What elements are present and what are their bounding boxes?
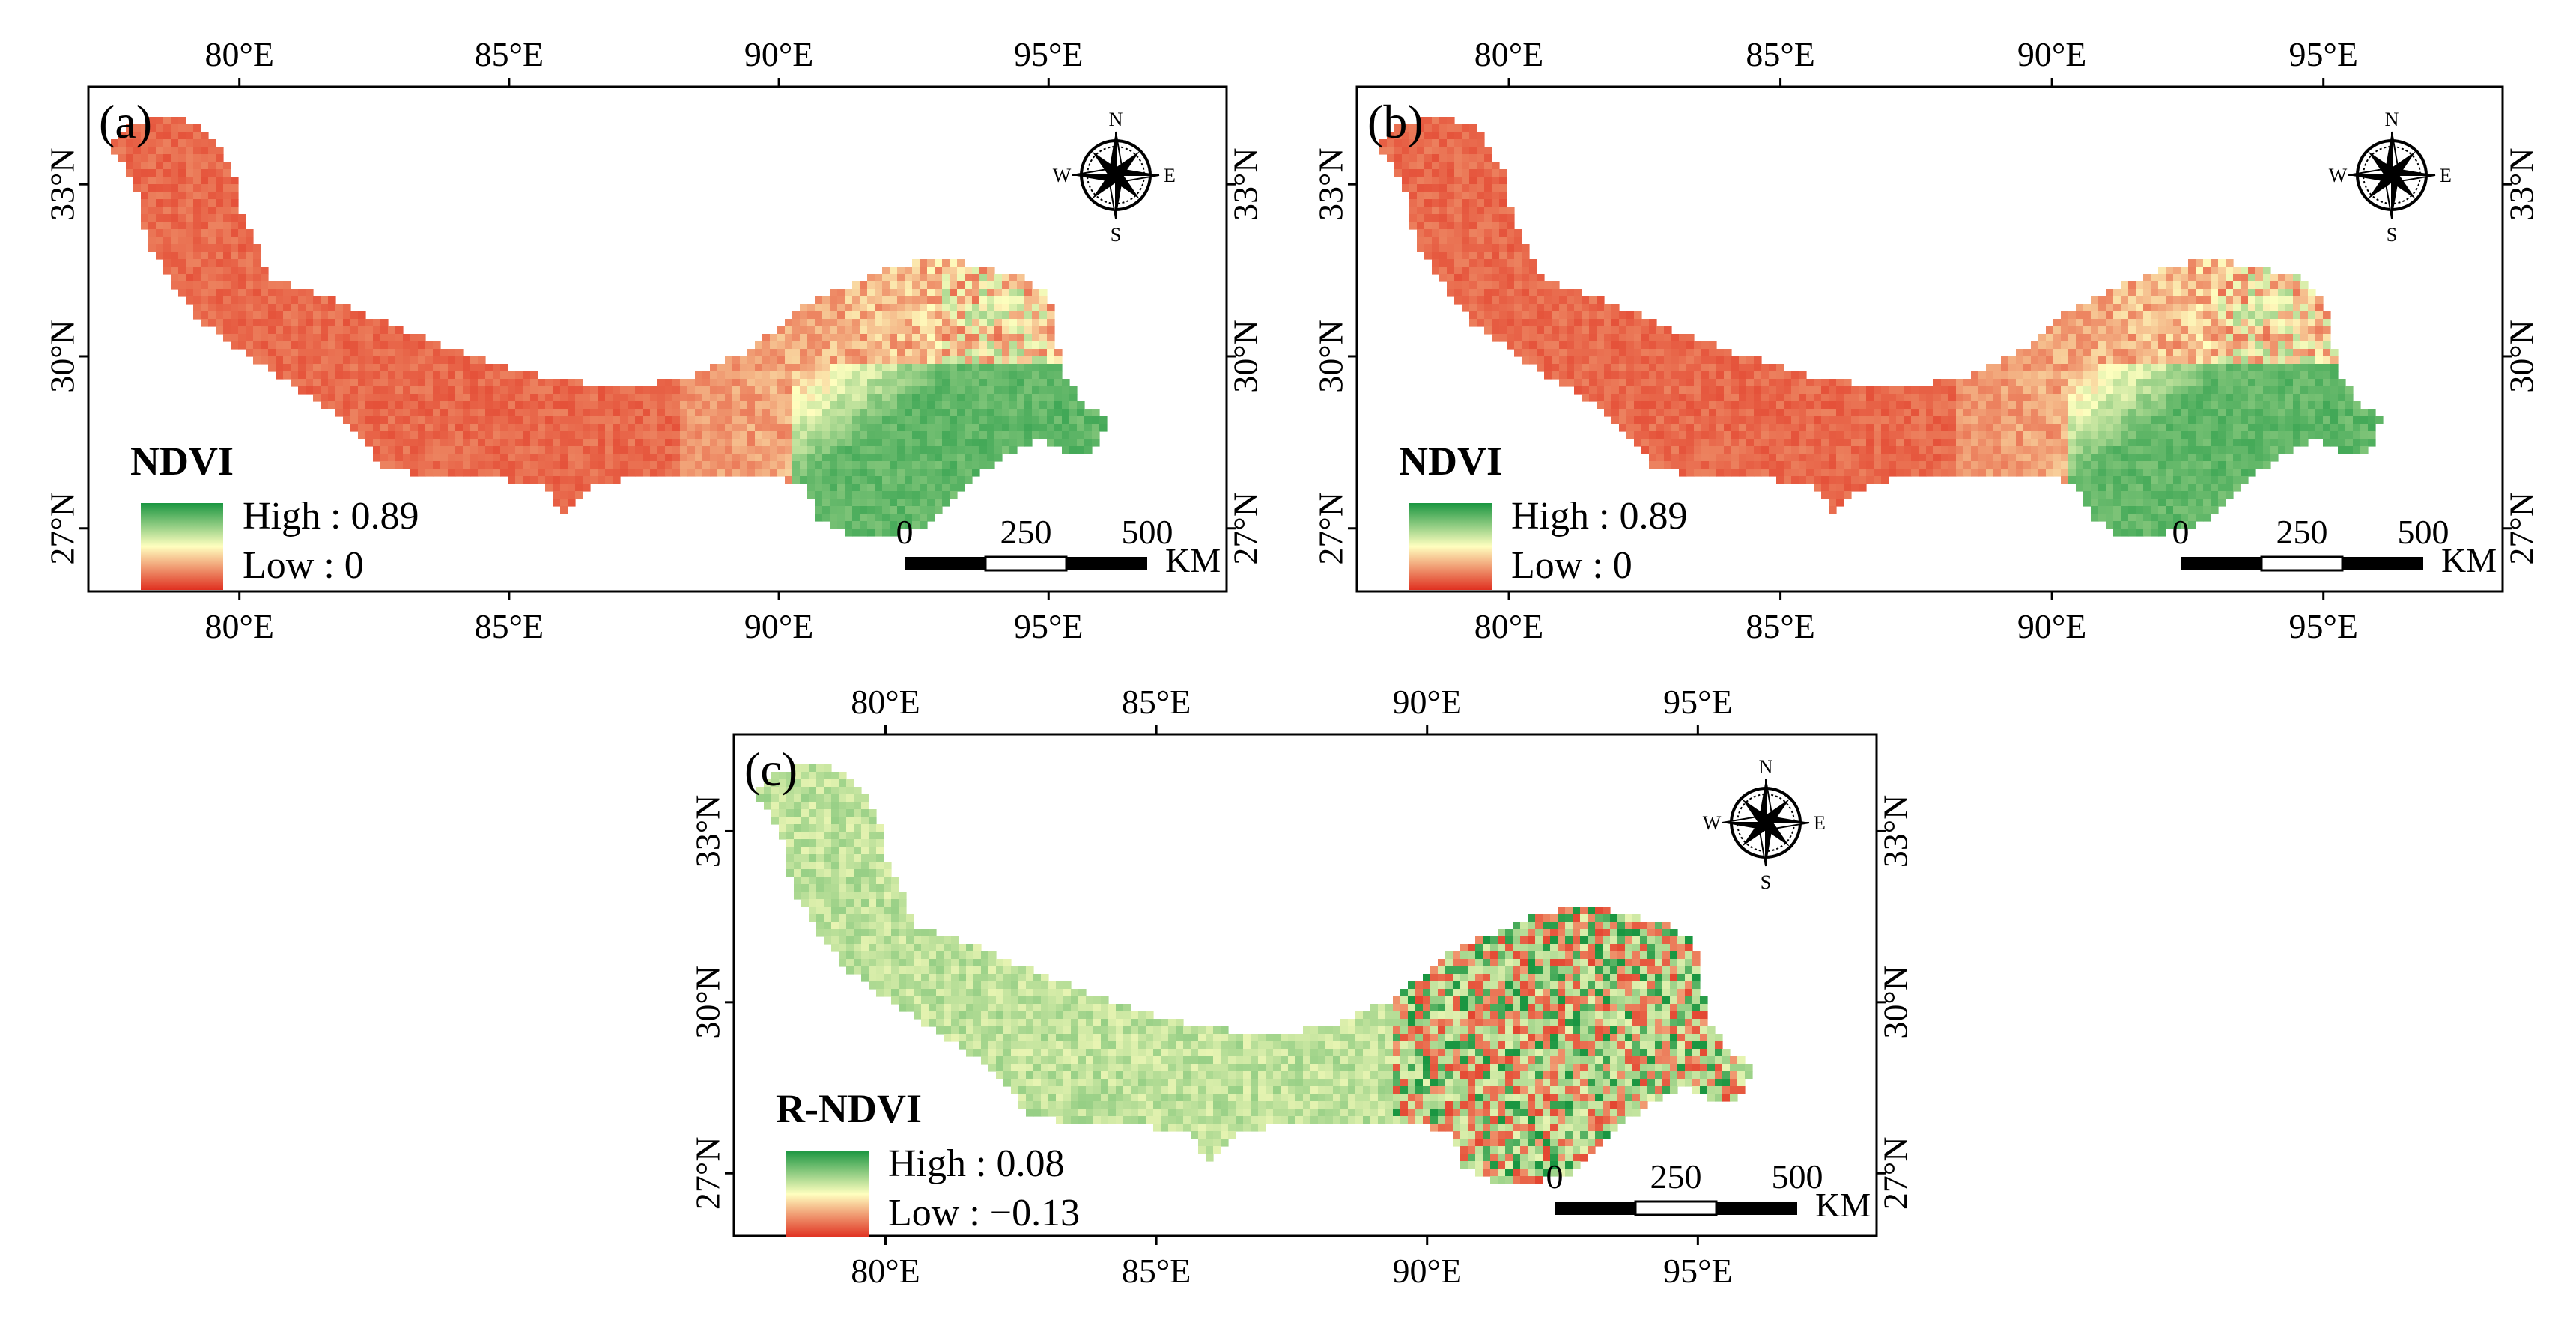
legend-color-ramp xyxy=(141,503,223,590)
lon-label-top: 90°E xyxy=(2017,35,2087,73)
lat-label-left: 33°N xyxy=(1312,147,1350,221)
lon-label-bottom: 95°E xyxy=(2288,607,2358,645)
scale-seg-2 xyxy=(2261,557,2342,570)
legend-low-label: Low : 0 xyxy=(243,544,364,587)
panel-label: (c) xyxy=(744,743,798,796)
compass-w: W xyxy=(1703,812,1722,834)
lat-label-right: 30°N xyxy=(1877,966,1915,1039)
scale-unit: KM xyxy=(1815,1186,1871,1224)
lon-label-top: 80°E xyxy=(1474,35,1544,73)
lon-label-top: 95°E xyxy=(1663,683,1733,721)
scale-tick-label: 0 xyxy=(1546,1157,1564,1196)
lat-label-left: 33°N xyxy=(689,795,727,868)
lat-label-left: 33°N xyxy=(43,147,82,221)
lon-label-bottom: 85°E xyxy=(1746,607,1815,645)
lon-label-top: 80°E xyxy=(851,683,920,721)
lat-label-left: 30°N xyxy=(1312,320,1350,393)
lat-label-right: 33°N xyxy=(1227,147,1265,221)
legend-color-ramp xyxy=(786,1151,869,1237)
panel-label: (a) xyxy=(99,95,152,148)
compass-w: W xyxy=(2329,165,2348,186)
compass-s: S xyxy=(2387,224,2397,246)
scale-unit: KM xyxy=(1165,541,1221,579)
lat-label-left: 27°N xyxy=(689,1136,727,1210)
scale-seg-3 xyxy=(1716,1202,1797,1215)
scale-tick-label: 250 xyxy=(2276,513,2328,551)
lon-label-bottom: 85°E xyxy=(475,607,544,645)
scale-seg-2 xyxy=(985,557,1066,570)
scale-seg-1 xyxy=(905,557,985,570)
lon-label-top: 90°E xyxy=(744,35,814,73)
lat-label-left: 30°N xyxy=(689,966,727,1039)
compass-e: E xyxy=(1814,812,1826,834)
scale-unit: KM xyxy=(2441,541,2497,579)
map-panel-b: (b) 80°E 80°E 85°E 85°E 90°E 90°E 95°E 95°E 27°N 2… xyxy=(1312,35,2541,645)
compass-n: N xyxy=(1759,756,1773,778)
legend-high-label: High : 0.89 xyxy=(1511,495,1687,537)
lon-label-top: 90°E xyxy=(1392,683,1462,721)
legend-title: NDVI xyxy=(130,439,234,484)
panel-label: (b) xyxy=(1367,95,1424,148)
lat-label-right: 27°N xyxy=(1877,1136,1915,1210)
lon-label-bottom: 80°E xyxy=(204,607,274,645)
compass-n: N xyxy=(1109,109,1123,130)
scale-seg-1 xyxy=(2181,557,2261,570)
lat-label-right: 30°N xyxy=(1227,320,1265,393)
lon-label-bottom: 95°E xyxy=(1663,1252,1733,1290)
lon-label-bottom: 90°E xyxy=(2017,607,2087,645)
scale-tick-label: 0 xyxy=(896,513,914,551)
legend-color-ramp xyxy=(1409,503,1492,590)
lat-label-right: 27°N xyxy=(1227,492,1265,565)
lon-label-bottom: 80°E xyxy=(1474,607,1544,645)
lon-label-top: 80°E xyxy=(204,35,274,73)
scale-seg-3 xyxy=(1066,557,1147,570)
compass-w: W xyxy=(1053,165,1072,186)
compass-e: E xyxy=(1164,165,1176,186)
lat-label-right: 33°N xyxy=(2503,147,2541,221)
legend-low-label: Low : −0.13 xyxy=(888,1192,1080,1234)
lat-label-right: 30°N xyxy=(2503,320,2541,393)
lon-label-bottom: 95°E xyxy=(1014,607,1084,645)
legend-high-label: High : 0.08 xyxy=(888,1142,1064,1185)
scale-tick-label: 0 xyxy=(2172,513,2190,551)
lon-label-top: 85°E xyxy=(1122,683,1191,721)
lat-label-left: 30°N xyxy=(43,320,82,393)
lon-label-top: 95°E xyxy=(2288,35,2358,73)
lon-label-bottom: 85°E xyxy=(1122,1252,1191,1290)
compass-n: N xyxy=(2385,109,2399,130)
legend-title: NDVI xyxy=(1399,439,1502,484)
lon-label-top: 95°E xyxy=(1014,35,1084,73)
compass-e: E xyxy=(2440,165,2452,186)
lat-label-right: 33°N xyxy=(1877,795,1915,868)
lon-label-bottom: 90°E xyxy=(1392,1252,1462,1290)
lon-label-bottom: 90°E xyxy=(744,607,814,645)
compass-s: S xyxy=(1761,871,1771,893)
scale-seg-3 xyxy=(2342,557,2423,570)
scale-seg-1 xyxy=(1555,1202,1635,1215)
map-panel-a: (a) 80°E 80°E 85°E 85°E 90°E 90°E 95°E 95°E 27°N 2… xyxy=(43,35,1265,645)
compass-s: S xyxy=(1111,224,1121,246)
legend-low-label: Low : 0 xyxy=(1511,544,1632,587)
scale-tick-label: 250 xyxy=(1000,513,1052,551)
lat-label-left: 27°N xyxy=(43,492,82,565)
lat-label-right: 27°N xyxy=(2503,492,2541,565)
legend-title: R-NDVI xyxy=(776,1086,922,1131)
map-panel-c: (c) 80°E 80°E 85°E 85°E 90°E 90°E 95°E 95°E 27°N 2… xyxy=(689,683,1915,1290)
lon-label-top: 85°E xyxy=(475,35,544,73)
legend-high-label: High : 0.89 xyxy=(243,495,419,537)
lon-label-top: 85°E xyxy=(1746,35,1815,73)
scale-seg-2 xyxy=(1635,1202,1716,1215)
lon-label-bottom: 80°E xyxy=(851,1252,920,1290)
scale-tick-label: 250 xyxy=(1650,1157,1702,1196)
lat-label-left: 27°N xyxy=(1312,492,1350,565)
